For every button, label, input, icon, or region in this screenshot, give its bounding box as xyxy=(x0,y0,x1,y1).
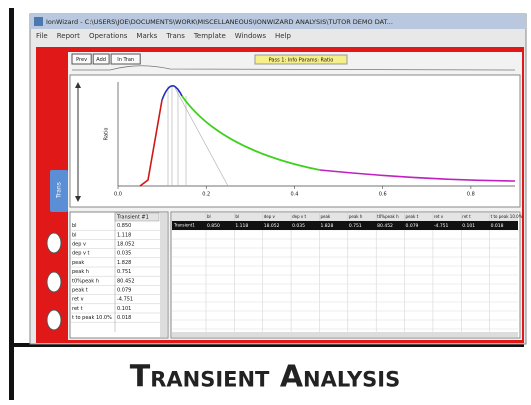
plot-panel xyxy=(70,75,520,207)
param-name: ret v xyxy=(72,297,84,303)
param-name: dep v t xyxy=(72,251,90,257)
param-value: 18.052 xyxy=(117,242,135,248)
grid-header: peak h xyxy=(349,214,363,219)
menu-item[interactable]: Trans xyxy=(165,32,185,40)
grid-header: dep v xyxy=(264,214,276,219)
grid-header: bl xyxy=(207,214,211,219)
grid-header: t0%peak h xyxy=(377,214,399,219)
grid-cell: 80.452 xyxy=(377,223,393,229)
grid-cell: 0.035 xyxy=(292,223,305,229)
menu-item[interactable]: Operations xyxy=(89,32,128,40)
menu-item[interactable]: Template xyxy=(193,32,226,40)
toolbar-button-label: Add xyxy=(96,57,106,63)
side-button[interactable] xyxy=(47,310,61,330)
caption: Transient Analysis xyxy=(130,360,401,395)
grid-cell: 1.828 xyxy=(320,223,333,229)
param-value: 0.079 xyxy=(117,288,131,294)
status-text: Pass 1: Info Params: Ratio xyxy=(269,58,334,64)
grid-header: t to peak 10.0% xyxy=(491,214,523,219)
side-buttons xyxy=(47,233,61,330)
grid-header: peak xyxy=(320,214,330,219)
side-button[interactable] xyxy=(47,272,61,292)
screenshot: IonWizard - C:\USERS\JOE\DOCUMENTS\WORK\… xyxy=(0,0,531,401)
param-name: peak t xyxy=(72,288,88,294)
toolbar-button-label: In Tran xyxy=(117,57,134,63)
window-title: IonWizard - C:\USERS\JOE\DOCUMENTS\WORK\… xyxy=(46,18,393,26)
grid-row-label: Transient1 xyxy=(173,223,195,228)
grid-cell: 0.850 xyxy=(207,223,220,229)
param-value: 80.452 xyxy=(117,278,135,284)
x-tick-label: 0.0 xyxy=(114,192,122,198)
param-name: dep v xyxy=(72,242,86,248)
grid-header: ret v xyxy=(434,214,444,219)
x-tick-label: 0.4 xyxy=(290,192,298,198)
grid-cell: 0.079 xyxy=(406,223,419,229)
grid-header: bl xyxy=(235,214,239,219)
grid-cell: 0.101 xyxy=(462,223,475,229)
param-name: t to peak 10.0% xyxy=(72,315,112,321)
grid-cell: 1.118 xyxy=(235,223,248,229)
param-value: 0.751 xyxy=(117,269,131,275)
toolbar-button-label: Prev xyxy=(76,57,87,63)
x-tick-label: 0.2 xyxy=(202,192,210,198)
param-name: t0%peak h xyxy=(72,278,99,284)
app-icon xyxy=(34,17,43,26)
menu-item[interactable]: Help xyxy=(275,32,292,40)
param-value: -4.751 xyxy=(117,297,133,303)
x-tick-label: 0.6 xyxy=(379,192,387,198)
grid-cell: -4.751 xyxy=(434,223,449,229)
grid-cell: 0.751 xyxy=(349,223,362,229)
side-tab-label: Trans xyxy=(56,182,63,199)
param-value: 0.101 xyxy=(117,306,131,312)
param-value: 0.035 xyxy=(117,251,131,257)
x-tick-label: 0.8 xyxy=(467,192,475,198)
param-name: peak h xyxy=(72,269,89,275)
menu-item[interactable]: File xyxy=(36,32,48,40)
param-name: bl xyxy=(72,232,77,238)
grid-header: dep v t xyxy=(292,214,306,219)
menu-item[interactable]: Windows xyxy=(235,32,267,40)
frame-left xyxy=(9,8,14,400)
menu-item[interactable]: Marks xyxy=(136,32,157,40)
param-value: 0.850 xyxy=(117,223,131,229)
params-header: Transient #1 xyxy=(116,215,149,221)
grid-cell: 18.052 xyxy=(264,223,280,229)
param-value: 0.018 xyxy=(117,315,131,321)
param-name: ret t xyxy=(72,306,83,312)
param-value: 1.118 xyxy=(117,232,131,238)
param-name: bl xyxy=(72,223,77,229)
grid-cell: 0.018 xyxy=(491,223,504,229)
grid-header: ret t xyxy=(462,214,471,219)
grid-header: peak t xyxy=(406,214,419,219)
param-value: 1.828 xyxy=(117,260,131,266)
menu-item[interactable]: Report xyxy=(57,32,80,40)
y-label: Ratio xyxy=(104,128,110,141)
side-button[interactable] xyxy=(47,233,61,253)
grid-hscroll[interactable] xyxy=(172,332,518,337)
params-scrollbar[interactable] xyxy=(160,213,167,337)
param-name: peak xyxy=(72,260,84,266)
